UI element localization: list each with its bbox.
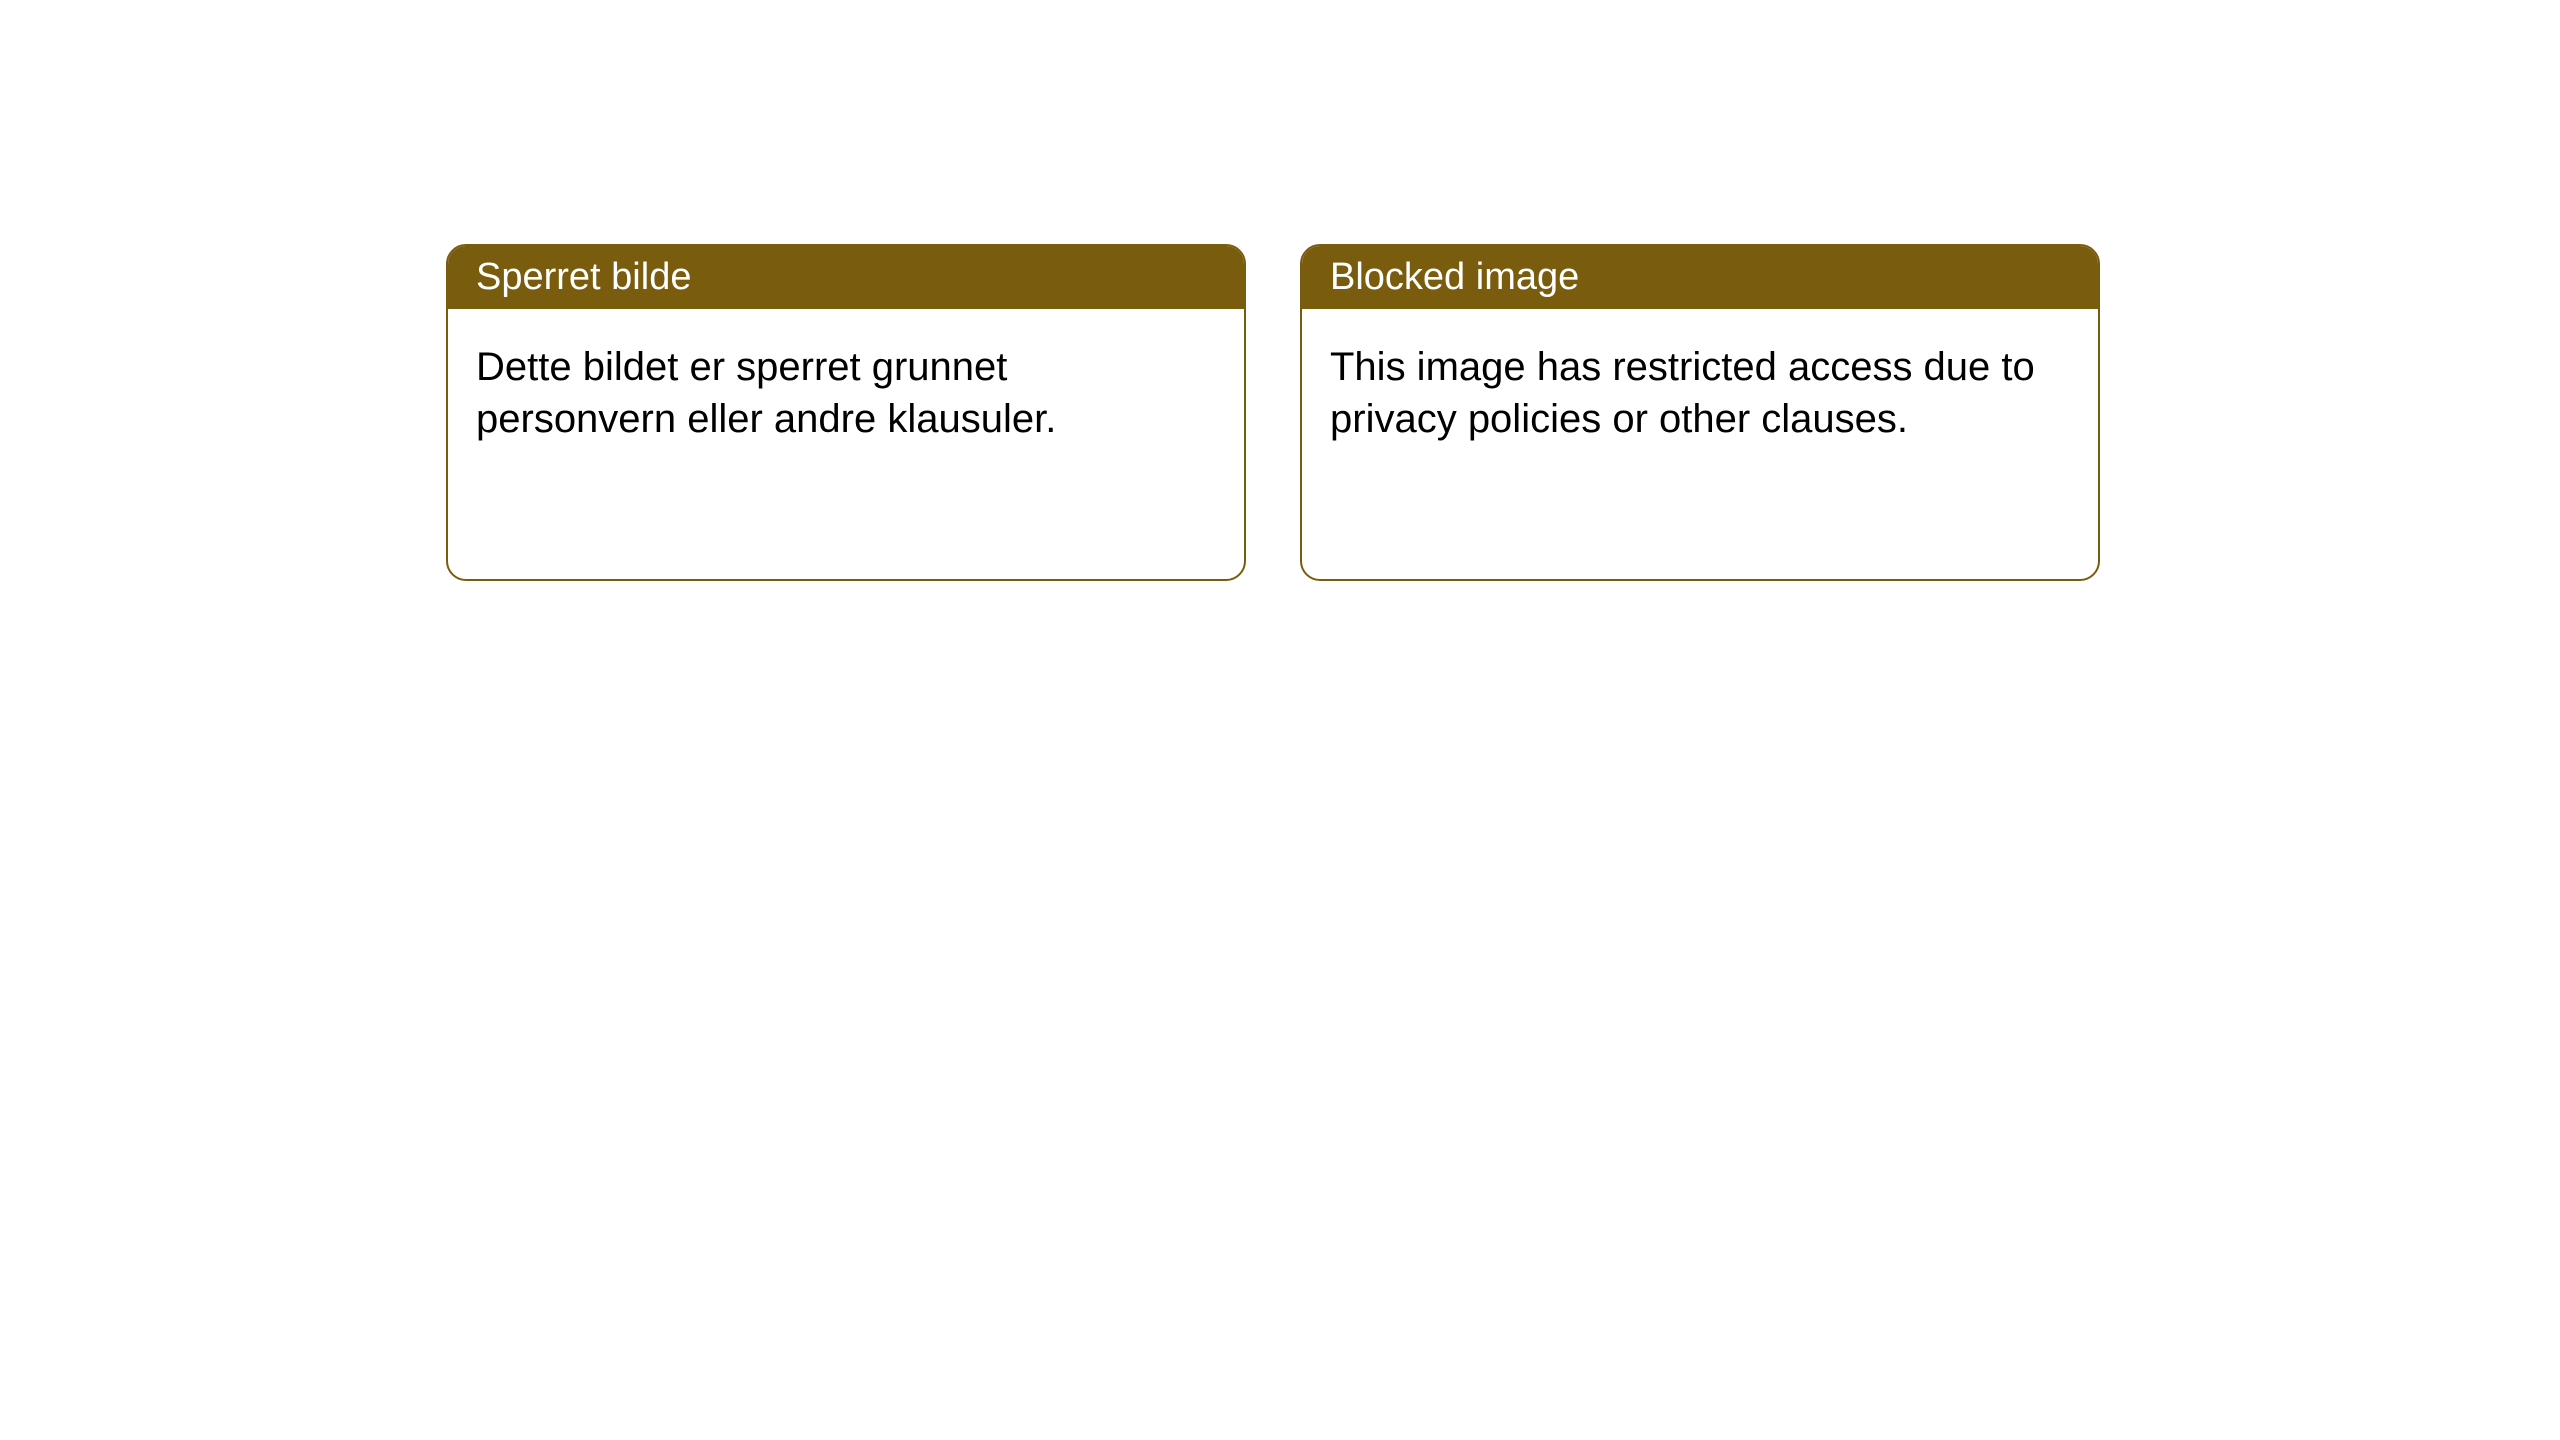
notice-cards-container: Sperret bilde Dette bildet er sperret gr…	[446, 244, 2100, 581]
card-title: Sperret bilde	[476, 256, 691, 298]
card-title: Blocked image	[1330, 256, 1579, 298]
card-header: Sperret bilde	[448, 246, 1244, 309]
card-body: Dette bildet er sperret grunnet personve…	[448, 309, 1244, 579]
card-body: This image has restricted access due to …	[1302, 309, 2098, 579]
card-header: Blocked image	[1302, 246, 2098, 309]
blocked-notice-no: Sperret bilde Dette bildet er sperret gr…	[446, 244, 1246, 581]
blocked-notice-en: Blocked image This image has restricted …	[1300, 244, 2100, 581]
card-message: This image has restricted access due to …	[1330, 341, 2070, 445]
card-message: Dette bildet er sperret grunnet personve…	[476, 341, 1216, 445]
